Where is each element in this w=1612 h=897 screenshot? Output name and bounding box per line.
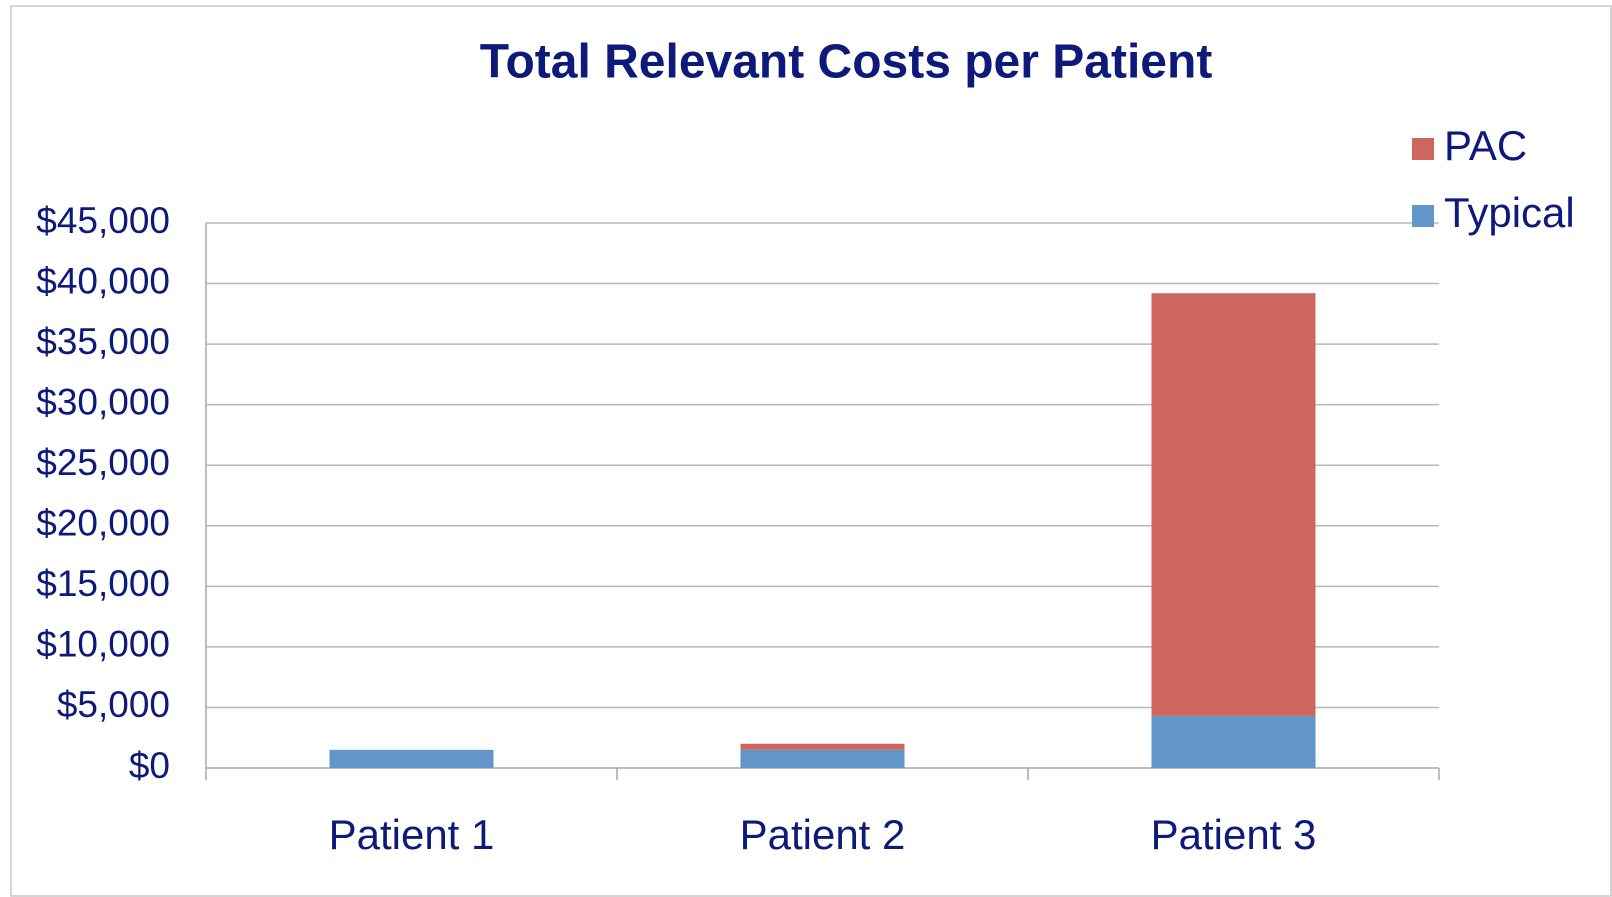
legend-swatch xyxy=(1412,138,1434,160)
y-tick-label: $15,000 xyxy=(36,563,170,604)
bar-segment xyxy=(740,743,905,750)
chart-title: Total Relevant Costs per Patient xyxy=(480,36,1213,89)
y-tick-label: $0 xyxy=(129,745,170,786)
x-tick-label: Patient 1 xyxy=(329,811,495,858)
y-tick-label: $40,000 xyxy=(36,260,170,301)
x-tick-label: Patient 2 xyxy=(740,811,906,858)
y-tick-label: $5,000 xyxy=(57,684,170,725)
legend-label: Typical xyxy=(1444,189,1575,236)
y-tick-label: $20,000 xyxy=(36,503,170,544)
bar-segment xyxy=(329,749,494,768)
y-tick-label: $10,000 xyxy=(36,624,170,665)
bar-segment xyxy=(1151,293,1316,716)
y-tick-label: $45,000 xyxy=(36,200,170,241)
bar-segment xyxy=(740,749,905,768)
legend-swatch xyxy=(1412,205,1434,227)
y-tick-label: $30,000 xyxy=(36,381,170,422)
legend-label: PAC xyxy=(1444,122,1527,169)
x-tick-label: Patient 3 xyxy=(1151,811,1317,858)
y-tick-label: $35,000 xyxy=(36,321,170,362)
bar-segment xyxy=(1151,715,1316,768)
y-tick-label: $25,000 xyxy=(36,442,170,483)
